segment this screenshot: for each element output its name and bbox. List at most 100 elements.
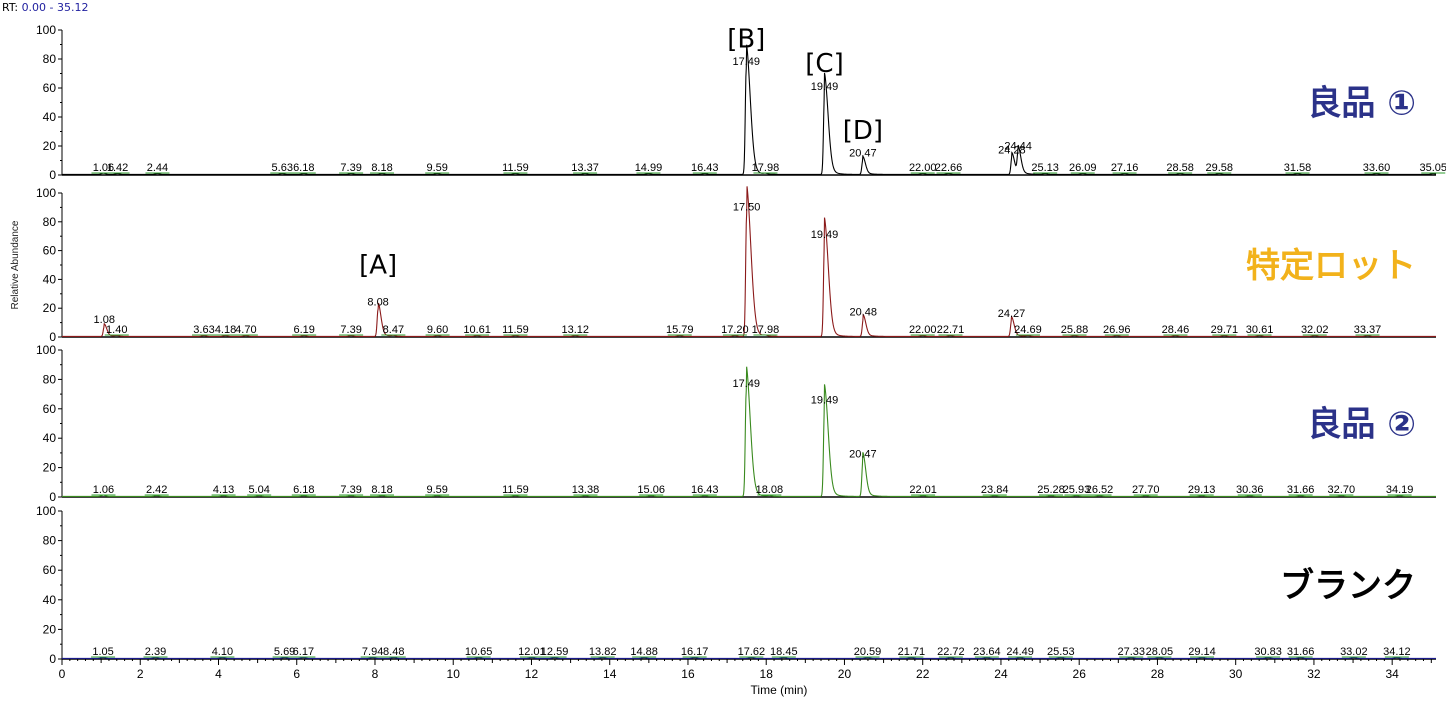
peak-label: 6.18 [293, 484, 314, 496]
peak-label: 6.17 [293, 646, 314, 658]
y-tick-label: 80 [43, 215, 57, 229]
y-tick-label: 20 [43, 301, 57, 315]
peak-label: 25.93 [1063, 484, 1091, 496]
peak-label: 24.44 [1004, 140, 1032, 152]
peak-label: 31.58 [1284, 162, 1312, 174]
peak-annotation: [A] [359, 251, 397, 281]
sample-name: 特定ロット [1246, 246, 1416, 286]
peak-label: 20.48 [849, 307, 877, 319]
peak-label: 5.63 [272, 162, 293, 174]
panel-1: 0 20 40 60 80 100 1.061.42 2.44 5.63 6.18 7.39 8.18… [36, 23, 1446, 182]
peak-label: 33.02 [1340, 646, 1368, 658]
y-tick-label: 80 [43, 534, 57, 548]
peak-label: 30.36 [1236, 484, 1264, 496]
peak-label: 1.42 [107, 162, 128, 174]
panel-3: 0 20 40 60 80 100 1.06 2.42 4.13 5.04 6.18 7.39 8.18… [36, 343, 1436, 504]
peak-label: 24.69 [1014, 324, 1042, 336]
peak-annotation: [C] [805, 49, 843, 79]
panel-2: 0 20 40 60 80 100 1.081.40 3.63 4.184.70 6.19 7.39… [36, 186, 1436, 344]
x-tick-label: 30 [1229, 667, 1243, 681]
peak-label: 4.10 [212, 646, 233, 658]
peak-label: 1.06 [93, 484, 114, 496]
peak-label: 30.61 [1246, 324, 1274, 336]
y-tick-label: 20 [43, 461, 57, 475]
peak-label: 25.13 [1031, 162, 1059, 174]
peak-label: 18.08 [756, 484, 784, 496]
peak-label: 16.17 [681, 646, 709, 658]
peak-label: 28.58 [1166, 162, 1194, 174]
peak-label: 13.37 [571, 162, 599, 174]
peak-label: 23.64 [973, 646, 1001, 658]
peak-label: 11.59 [502, 484, 529, 496]
peak-label: 20.59 [854, 646, 882, 658]
peak-label: 23.84 [981, 484, 1009, 496]
peak-label: 11.59 [502, 162, 529, 174]
y-tick-label: 80 [43, 52, 57, 66]
peak-label: 24.49 [1006, 646, 1034, 658]
peak-label: 22.71 [937, 324, 965, 336]
peak-label: 2.42 [146, 484, 167, 496]
y-tick-label: 0 [49, 490, 56, 504]
peak-label: 20.47 [849, 449, 877, 461]
peak-label: 31.66 [1287, 484, 1315, 496]
peak-label: 9.59 [426, 484, 447, 496]
peak-label: 17.98 [752, 324, 780, 336]
peak-label: 29.58 [1205, 162, 1233, 174]
y-tick-label: 0 [49, 168, 56, 182]
peak-label: 1.40 [106, 324, 127, 336]
peak-label: 12.59 [541, 646, 569, 658]
x-tick-label: 22 [916, 667, 930, 681]
peak-label: 7.94 [362, 646, 383, 658]
peak-label: 17.98 [752, 162, 780, 174]
x-tick-label: 0 [59, 667, 66, 681]
peak-label: 34.19 [1386, 484, 1414, 496]
peak-label: 19.49 [811, 81, 839, 93]
y-tick-label: 0 [49, 330, 56, 344]
x-tick-label: 12 [525, 667, 539, 681]
peak-label: 29.14 [1188, 646, 1216, 658]
peak-label: 1.05 [92, 646, 113, 658]
peak-label: 6.18 [293, 162, 314, 174]
peak-label: 19.49 [811, 394, 839, 406]
peak-label: 25.53 [1047, 646, 1075, 658]
peak-label: 27.33 [1117, 646, 1145, 658]
peak-label: 33.60 [1363, 162, 1391, 174]
peak-label: 12.01 [518, 646, 546, 658]
y-tick-label: 100 [36, 23, 56, 37]
peak-label: 8.08 [367, 297, 388, 309]
x-tick-label: 20 [838, 667, 852, 681]
x-tick-label: 34 [1386, 667, 1400, 681]
peak-label: 8.18 [371, 162, 392, 174]
peak-label: 26.96 [1103, 324, 1131, 336]
peak-label: 13.82 [589, 646, 617, 658]
peak-label: 32.02 [1301, 324, 1329, 336]
peak-label: 13.38 [572, 484, 600, 496]
peak-label: 7.39 [340, 484, 361, 496]
peak-label: 22.00 [909, 324, 937, 336]
x-tick-label: 26 [1073, 667, 1087, 681]
peak-label: 3.63 [193, 324, 214, 336]
peak-label: 22.66 [935, 162, 963, 174]
y-tick-label: 60 [43, 563, 57, 577]
y-tick-label: 100 [36, 186, 56, 200]
x-tick-label: 28 [1151, 667, 1165, 681]
peak-label: 17.49 [732, 56, 760, 68]
x-tick-label: 16 [681, 667, 695, 681]
peak-label: 17.62 [738, 646, 766, 658]
peak-label: 22.00 [909, 162, 937, 174]
peak-label: 22.72 [937, 646, 965, 658]
x-tick-label: 32 [1307, 667, 1321, 681]
peak-label: 30.83 [1254, 646, 1282, 658]
peak-label: 29.71 [1211, 324, 1239, 336]
peak-label: 8.47 [383, 324, 404, 336]
peak-label: 19.49 [811, 229, 839, 241]
peak-label: 8.18 [371, 484, 392, 496]
y-axis-title: Relative Abundance [10, 220, 21, 309]
trace-line [62, 44, 1437, 175]
peak-label: 31.66 [1287, 646, 1315, 658]
peak-label: 9.60 [427, 324, 448, 336]
rt-range-label: RT: 0.00 - 35.12 [2, 1, 89, 14]
peak-label: 16.43 [691, 162, 719, 174]
peak-label: 17.50 [733, 202, 761, 214]
x-tick-label: 4 [215, 667, 222, 681]
